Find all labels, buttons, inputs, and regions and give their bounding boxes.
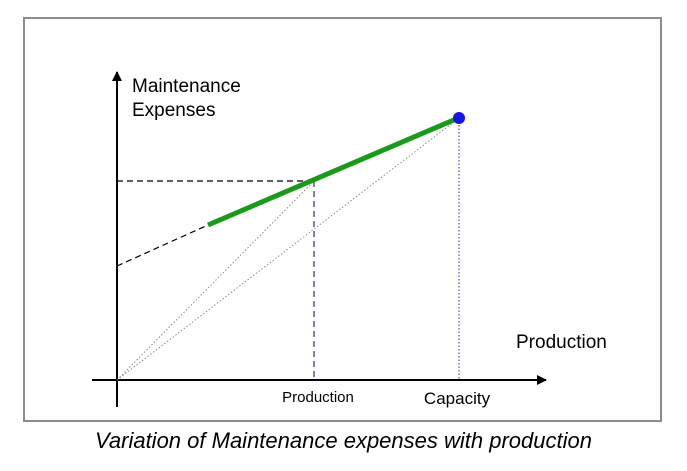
ray-to-production-point bbox=[116, 180, 315, 381]
figure-caption: Variation of Maintenance expenses with p… bbox=[95, 428, 592, 453]
x-tick-label-capacity: Capacity bbox=[424, 389, 491, 408]
y-axis-label-line2: Expenses bbox=[132, 100, 215, 121]
x-tick-label-production: Production bbox=[282, 389, 354, 406]
maintenance-expense-line bbox=[207, 116, 457, 228]
ray-to-capacity-point bbox=[116, 117, 460, 381]
diagram-frame bbox=[23, 17, 662, 422]
capacity-point bbox=[453, 112, 465, 124]
y-axis-label-line1: Maintenance bbox=[132, 76, 241, 97]
x-axis-title: Production bbox=[516, 332, 607, 353]
intercept-extension-line bbox=[116, 224, 209, 267]
